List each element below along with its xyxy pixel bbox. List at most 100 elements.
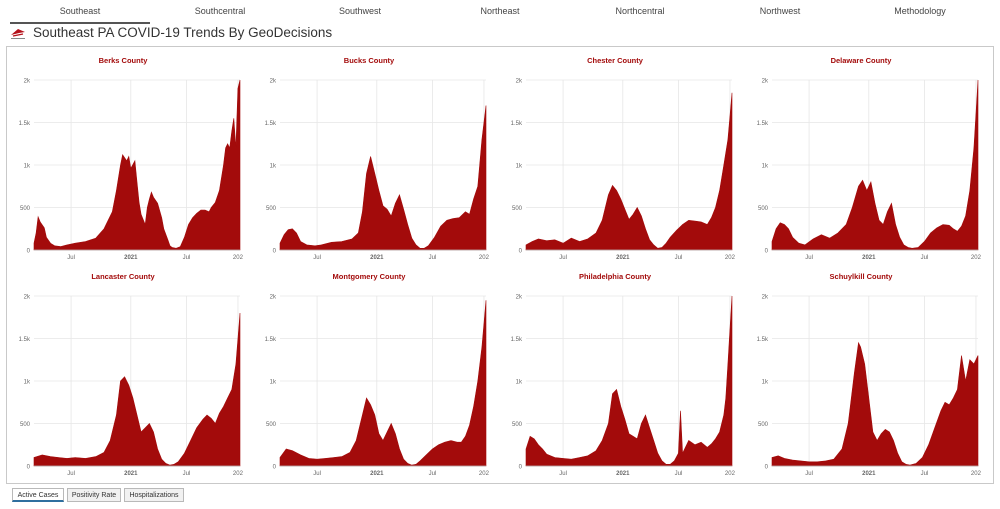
x-tick-label: Jul xyxy=(313,471,321,477)
cases-area xyxy=(33,79,241,251)
y-tick-label: 1.5k xyxy=(19,337,31,343)
y-tick-label: 0 xyxy=(27,249,31,255)
y-tick-label: 1.5k xyxy=(265,337,277,343)
tab-northwest[interactable]: Northwest xyxy=(759,6,801,16)
y-tick-label: 500 xyxy=(512,206,523,212)
page-title: Southeast PA COVID-19 Trends By GeoDecis… xyxy=(33,25,333,40)
y-tick-label: 2k xyxy=(762,79,769,85)
y-tick-label: 1k xyxy=(516,164,523,170)
y-tick-label: 1.5k xyxy=(757,121,769,127)
x-tick-label: 2021 xyxy=(862,255,876,261)
y-tick-label: 0 xyxy=(765,249,769,255)
y-tick-label: 0 xyxy=(519,465,523,471)
dashboard-header: Southeast PA COVID-19 Trends By GeoDecis… xyxy=(0,24,1000,44)
region-tabs: Southeast Southcentral Southwest Northea… xyxy=(0,0,1000,24)
chart-title: Montgomery County xyxy=(333,272,407,281)
tab-northeast[interactable]: Northeast xyxy=(480,6,520,16)
y-tick-label: 500 xyxy=(20,206,31,212)
y-tick-label: 1k xyxy=(24,380,31,386)
x-tick-label: Jul xyxy=(559,255,567,261)
county-chart: Chester County 0 500 1k 1.5k 2k Jul 2021 Jul 202 xyxy=(511,56,736,261)
y-tick-label: 0 xyxy=(519,249,523,255)
county-chart: Montgomery County 0 500 1k 1.5k 2k Jul 2021 Jul 2… xyxy=(265,272,490,477)
y-tick-label: 1k xyxy=(516,380,523,386)
x-tick-label: 2021 xyxy=(370,471,384,477)
x-tick-label: Jul xyxy=(559,471,567,477)
x-tick-label: 2021 xyxy=(370,255,384,261)
x-tick-label: Jul xyxy=(805,255,813,261)
y-tick-label: 2k xyxy=(24,295,31,301)
tab-methodology[interactable]: Methodology xyxy=(894,6,946,16)
tab-southeast[interactable]: Southeast xyxy=(10,0,150,24)
x-tick-label: 202 xyxy=(233,471,244,477)
y-tick-label: 1k xyxy=(270,164,277,170)
county-chart: Schuylkill County 0 500 1k 1.5k 2k Jul 2021 Jul 2… xyxy=(757,272,982,477)
chart-title: Bucks County xyxy=(344,56,395,65)
y-tick-label: 2k xyxy=(516,295,523,301)
x-tick-label: 2021 xyxy=(616,255,630,261)
cases-area xyxy=(771,341,979,467)
cases-area xyxy=(771,79,979,251)
y-tick-label: 1.5k xyxy=(511,337,523,343)
chart-title: Berks County xyxy=(99,56,149,65)
y-tick-label: 0 xyxy=(27,465,31,471)
county-chart: Bucks County 0 500 1k 1.5k 2k Jul 2021 Jul 202 xyxy=(265,56,490,261)
x-tick-label: 2021 xyxy=(862,471,876,477)
county-chart: Delaware County 0 500 1k 1.5k 2k Jul 2021 Jul 202 xyxy=(757,56,982,261)
y-tick-label: 2k xyxy=(270,79,277,85)
x-tick-label: 202 xyxy=(971,255,982,261)
tab-active-cases[interactable]: Active Cases xyxy=(12,488,64,502)
x-tick-label: Jul xyxy=(429,255,437,261)
y-tick-label: 0 xyxy=(273,249,277,255)
x-tick-label: 2021 xyxy=(124,255,138,261)
y-tick-label: 1.5k xyxy=(511,121,523,127)
x-tick-label: Jul xyxy=(183,471,191,477)
geodecisions-logo-icon xyxy=(11,29,25,39)
tab-southwest[interactable]: Southwest xyxy=(338,6,382,16)
x-tick-label: 202 xyxy=(725,471,736,477)
cases-area xyxy=(279,105,487,251)
y-tick-label: 500 xyxy=(758,422,769,428)
y-tick-label: 500 xyxy=(512,422,523,428)
x-tick-label: Jul xyxy=(183,255,191,261)
chart-title: Lancaster County xyxy=(91,272,155,281)
y-tick-label: 1k xyxy=(762,164,769,170)
chart-title: Delaware County xyxy=(831,56,893,65)
x-tick-label: Jul xyxy=(67,255,75,261)
x-tick-label: 2021 xyxy=(124,471,138,477)
y-tick-label: 500 xyxy=(266,422,277,428)
x-tick-label: 202 xyxy=(233,255,244,261)
tab-southcentral[interactable]: Southcentral xyxy=(194,6,246,16)
x-tick-label: Jul xyxy=(921,255,929,261)
tab-positivity-rate[interactable]: Positivity Rate xyxy=(67,488,121,502)
y-tick-label: 1k xyxy=(762,380,769,386)
x-tick-label: Jul xyxy=(675,255,683,261)
x-tick-label: Jul xyxy=(67,471,75,477)
tab-hospitalizations[interactable]: Hospitalizations xyxy=(124,488,184,502)
county-chart: Philadelphia County 0 500 1k 1.5k 2k Jul 2021 Ju… xyxy=(511,272,736,477)
y-tick-label: 1k xyxy=(24,164,31,170)
cases-area xyxy=(33,312,241,467)
chart-title: Philadelphia County xyxy=(579,272,652,281)
cases-area xyxy=(525,92,733,251)
y-tick-label: 2k xyxy=(24,79,31,85)
y-tick-label: 2k xyxy=(270,295,277,301)
x-tick-label: Jul xyxy=(313,255,321,261)
tab-northcentral[interactable]: Northcentral xyxy=(615,6,665,16)
metric-tabs: Active Cases Positivity Rate Hospitaliza… xyxy=(0,486,1000,509)
x-tick-label: Jul xyxy=(675,471,683,477)
y-tick-label: 500 xyxy=(20,422,31,428)
x-tick-label: 202 xyxy=(725,255,736,261)
x-tick-label: Jul xyxy=(921,471,929,477)
x-tick-label: 2021 xyxy=(616,471,630,477)
y-tick-label: 500 xyxy=(758,206,769,212)
x-tick-label: 202 xyxy=(479,471,490,477)
charts-panel xyxy=(6,46,994,484)
county-charts-grid: Berks County 0 500 1k 1.5k 2k Jul 2021 Jul 202 Buc… xyxy=(19,56,982,477)
county-chart: Berks County 0 500 1k 1.5k 2k Jul 2021 Jul 202 xyxy=(19,56,244,261)
chart-title: Chester County xyxy=(587,56,644,65)
x-tick-label: Jul xyxy=(429,471,437,477)
cases-area xyxy=(279,300,487,467)
x-tick-label: 202 xyxy=(479,255,490,261)
y-tick-label: 0 xyxy=(765,465,769,471)
